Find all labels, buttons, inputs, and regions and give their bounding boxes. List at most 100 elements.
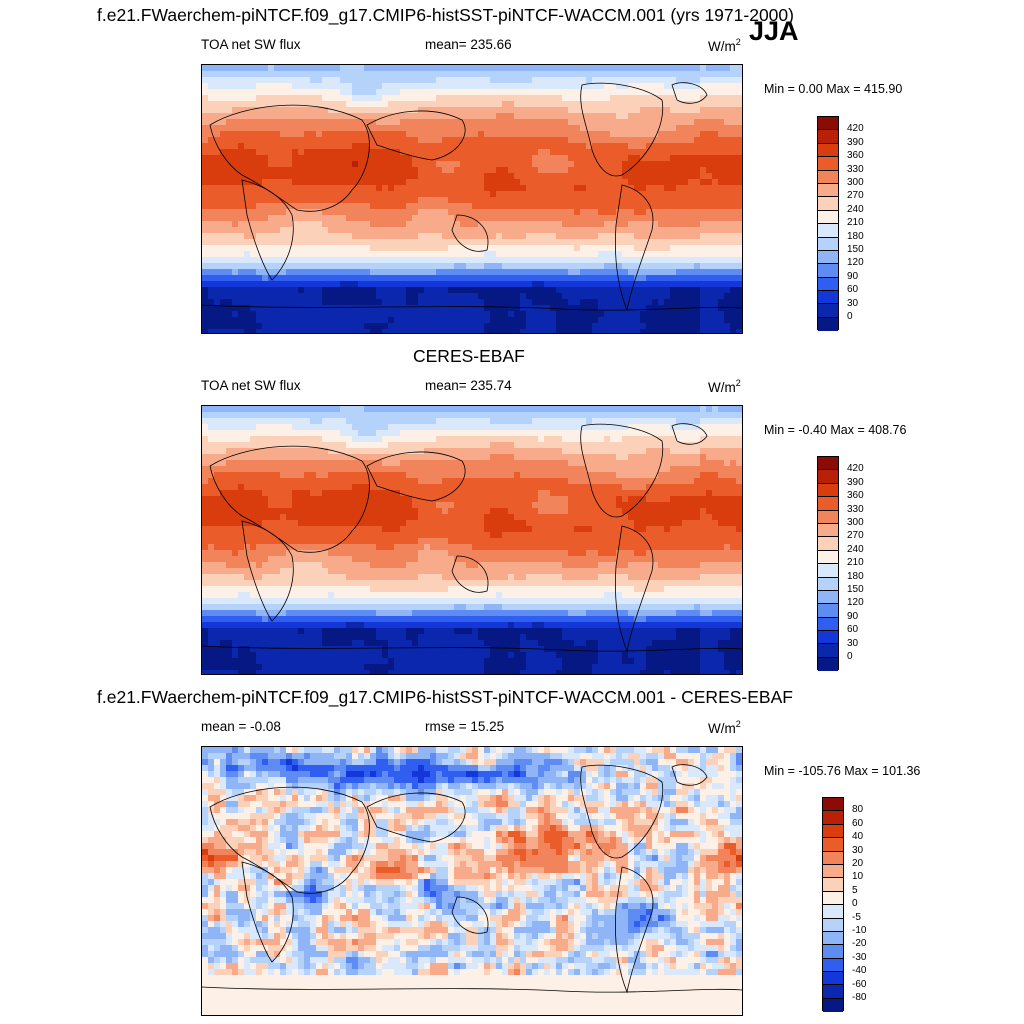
map-cell [442, 251, 449, 258]
map-cell [682, 448, 689, 455]
map-cell [400, 412, 407, 419]
map-cell [220, 185, 227, 192]
map-cell [310, 95, 317, 102]
map-cell [514, 281, 521, 288]
map-cell [208, 173, 215, 180]
map-cell [220, 257, 227, 264]
map-cell [682, 239, 689, 246]
map-cell [280, 137, 287, 144]
map-cell [286, 454, 293, 461]
map-cell [550, 436, 557, 443]
map-cell [658, 179, 665, 186]
map-cell [382, 281, 389, 288]
map-cell [352, 317, 359, 324]
map-cell [382, 424, 389, 431]
map-cell [664, 448, 671, 455]
map-cell [214, 275, 221, 282]
map-cell [634, 185, 641, 192]
map-cell [598, 89, 605, 96]
map-cell [250, 257, 257, 264]
map-cell [334, 143, 341, 150]
map-cell [370, 227, 377, 234]
map-cell [520, 233, 527, 240]
map-cell [352, 125, 359, 132]
map-cell [316, 329, 323, 333]
map-cell [496, 197, 503, 204]
map-cell [364, 430, 371, 437]
map-cell [280, 203, 287, 210]
map-cell [610, 460, 617, 467]
map-cell [226, 197, 233, 204]
map-cell [334, 412, 341, 419]
map-cell [382, 101, 389, 108]
map-cell [700, 65, 707, 72]
map-cell [250, 275, 257, 282]
map-cell [376, 418, 383, 425]
map-cell [688, 185, 695, 192]
map-cell [460, 191, 467, 198]
map-cell [706, 95, 713, 102]
map-cell [274, 209, 281, 216]
map-cell [730, 113, 737, 120]
map-cell [322, 424, 329, 431]
map-cell [454, 448, 461, 455]
map-cell [382, 430, 389, 437]
map-cell [574, 281, 581, 288]
map-cell [376, 107, 383, 114]
map-cell [520, 245, 527, 252]
map-cell [424, 161, 431, 168]
map-cell [526, 424, 533, 431]
map-cell [592, 412, 599, 419]
map-cell [358, 233, 365, 240]
map-cell [724, 275, 731, 282]
map-cell [676, 275, 683, 282]
map-cell [568, 137, 575, 144]
map-cell [328, 287, 335, 294]
map-cell [418, 215, 425, 222]
map-cell [208, 197, 215, 204]
map-cell [490, 287, 497, 294]
map-cell [670, 221, 677, 228]
map-cell [652, 125, 659, 132]
map-cell [586, 179, 593, 186]
map-cell [280, 227, 287, 234]
map-cell [436, 275, 443, 282]
map-cell [550, 161, 557, 168]
map-cell [454, 215, 461, 222]
map-cell [562, 113, 569, 120]
map-cell [598, 323, 605, 330]
map-cell [334, 442, 341, 449]
map-cell [358, 107, 365, 114]
map-cell [406, 287, 413, 294]
map-cell [598, 430, 605, 437]
map-cell [382, 251, 389, 258]
map-cell [268, 65, 275, 72]
map-cell [436, 107, 443, 114]
map-cell [490, 299, 497, 306]
map-cell [736, 197, 742, 204]
map-cell [226, 317, 233, 324]
map-cell [682, 269, 689, 276]
map-cell [304, 257, 311, 264]
map-cell [394, 263, 401, 270]
map-cell [394, 424, 401, 431]
map-cell [394, 412, 401, 419]
map-cell [634, 89, 641, 96]
map-cell [658, 299, 665, 306]
map-cell [322, 161, 329, 168]
map-cell [652, 173, 659, 180]
map-cell [670, 311, 677, 318]
map-cell [508, 257, 515, 264]
map-cell [682, 149, 689, 156]
map-cell [520, 137, 527, 144]
map-cell [508, 65, 515, 72]
map-cell [460, 95, 467, 102]
map-cell [370, 221, 377, 228]
map-cell [208, 406, 215, 413]
map-cell [298, 424, 305, 431]
map-cell [442, 77, 449, 84]
map-cell [580, 107, 587, 114]
map-cell [262, 287, 269, 294]
map-cell [514, 412, 521, 419]
map-cell [322, 299, 329, 306]
